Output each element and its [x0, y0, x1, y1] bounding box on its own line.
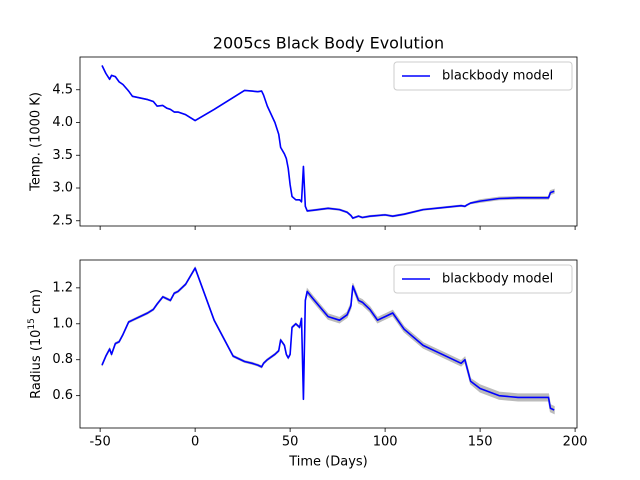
chart-title: 2005cs Black Body Evolution [213, 34, 444, 53]
y-tick-label: 0.6 [52, 388, 73, 403]
y-axis-label: Temp. (1000 K) [29, 92, 44, 192]
x-tick-label: 100 [373, 435, 398, 450]
legend: blackbody model [393, 264, 573, 294]
y-tick-label: 0.8 [52, 352, 73, 367]
y-axis-label-part: 15 [27, 318, 37, 329]
y-tick-label: 4.0 [52, 115, 73, 130]
y-tick-label: 1.2 [52, 280, 73, 295]
y-tick-label: 3.0 [52, 181, 73, 196]
plot-area [101, 64, 555, 220]
x-tick-label: 150 [468, 435, 493, 450]
x-tick-label: -50 [90, 435, 111, 450]
data-line [101, 65, 555, 219]
legend-label: blackbody model [442, 272, 553, 287]
y-tick-label: 4.5 [52, 82, 73, 97]
legend-box [393, 61, 573, 91]
plot-area [101, 266, 555, 415]
x-tick-label: 200 [563, 435, 588, 450]
legend-label: blackbody model [442, 69, 553, 84]
y-tick-label: 3.5 [52, 148, 73, 163]
x-tick-label: 0 [191, 435, 199, 450]
data-line [101, 267, 555, 411]
axes-frame [79, 259, 578, 429]
x-axis-label: Time (Days) [288, 455, 368, 470]
axes-frame [79, 56, 578, 227]
y-tick-label: 2.5 [52, 213, 73, 228]
uncertainty-band [101, 266, 555, 415]
y-axis-label-part: cm) [29, 289, 44, 318]
legend: blackbody model [393, 61, 573, 91]
y-tick-label: 1.0 [52, 316, 73, 331]
y-axis-label-part: Radius (10 [29, 330, 44, 399]
x-tick-label: 50 [282, 435, 299, 450]
y-axis-label: Radius (1015 cm) [27, 289, 44, 399]
legend-box [393, 264, 573, 294]
